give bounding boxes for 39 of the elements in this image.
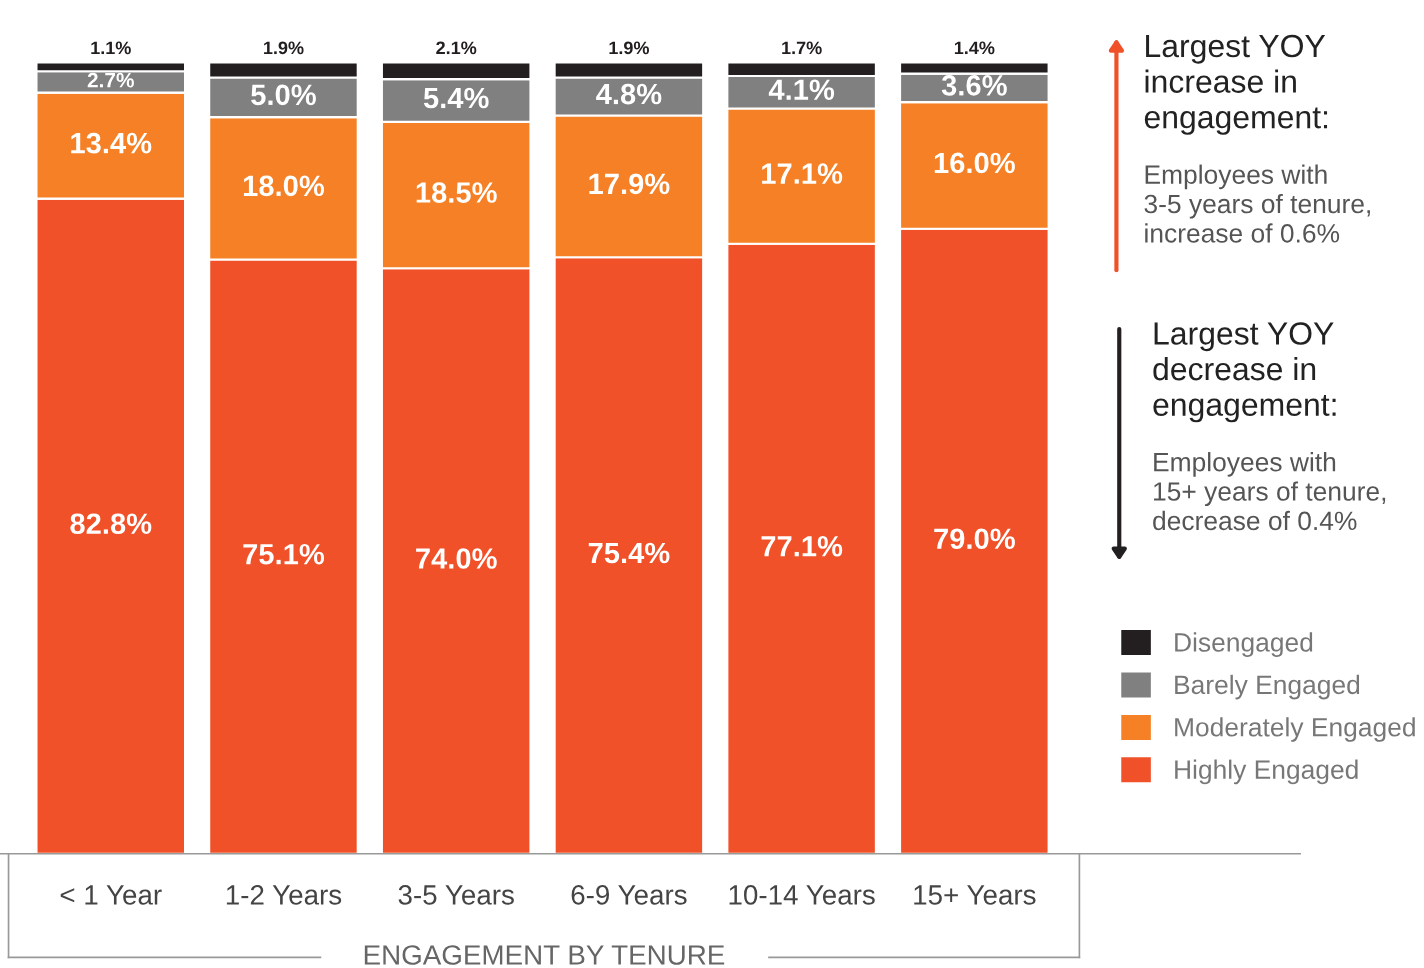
- data-label: 4.1%: [768, 79, 835, 100]
- text: Largest YOY decrease in engagement:: [1153, 322, 1336, 423]
- x-tick-label: 6-9 Years: [571, 885, 687, 905]
- data-label: 75.1%: [243, 543, 325, 565]
- data-label: 2.1%: [436, 41, 477, 55]
- data-label: 4.8%: [596, 83, 662, 105]
- data-label: 1.4%: [954, 41, 995, 55]
- data-label: 17.9%: [589, 173, 670, 195]
- x-tick-label: 10-14 Years: [729, 885, 875, 905]
- legend-label: Barely Engaged: [1175, 674, 1360, 700]
- data-label: 5.4%: [423, 87, 489, 109]
- legend-label: Highly Engaged: [1175, 759, 1358, 785]
- data-label: 1.9%: [264, 41, 304, 55]
- legend-label: Disengaged: [1175, 632, 1313, 657]
- x-axis-title: ENGAGEMENT BY TENURE: [364, 945, 725, 965]
- data-label: 13.4%: [71, 132, 152, 154]
- x-tick-label: 1-2 Years: [226, 885, 342, 905]
- x-tick-label: < 1 Year: [60, 885, 162, 905]
- data-label: 77.1%: [761, 536, 843, 557]
- data-label: 1.9%: [609, 41, 649, 55]
- text: Employees with 15+ years of tenure, decrease of 0.4%: [1153, 452, 1386, 531]
- x-tick-label: 3-5 Years: [398, 885, 514, 905]
- data-label: 1.1%: [91, 41, 131, 55]
- data-label: 75.4%: [588, 542, 670, 564]
- data-label: 2.7%: [87, 72, 134, 88]
- data-label: 16.0%: [934, 152, 1015, 174]
- data-label: 74.0%: [416, 548, 497, 569]
- x-tick-label: 15+ Years: [914, 885, 1036, 905]
- data-label: 79.0%: [934, 528, 1015, 550]
- data-label: 17.1%: [762, 163, 843, 184]
- data-label: 18.5%: [416, 182, 497, 203]
- text: Largest YOY increase in engagement:: [1144, 34, 1328, 135]
- data-label: 82.8%: [70, 513, 152, 535]
- data-label: 1.7%: [782, 41, 822, 55]
- data-label: 18.0%: [243, 175, 325, 197]
- data-label: 5.0%: [251, 84, 316, 106]
- legend-label: Moderately Engaged: [1175, 717, 1415, 742]
- text: Employees with 3-5 years of tenure, increase of 0.6%: [1144, 164, 1370, 243]
- data-label: 3.6%: [941, 75, 1007, 96]
